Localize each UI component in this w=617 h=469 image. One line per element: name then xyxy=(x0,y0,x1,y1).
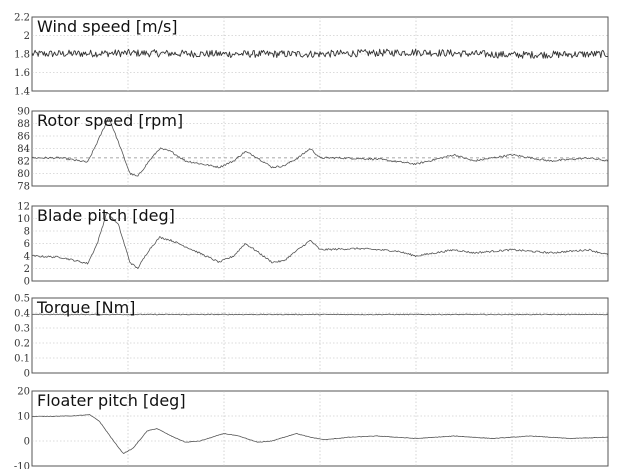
series-line xyxy=(32,48,608,59)
y-tick-label: 86 xyxy=(17,132,30,143)
y-tick-label: 78 xyxy=(17,182,30,193)
panel-1: 1.4 1.6 1.8 2 2.2 Wind speed [m/s] xyxy=(14,13,609,98)
y-tick-label: 0.3 xyxy=(14,324,30,335)
y-tick-label: 82 xyxy=(17,157,30,168)
series-line xyxy=(32,313,608,316)
y-tick-label: 84 xyxy=(17,144,30,155)
y-tick-label: 10 xyxy=(17,214,30,225)
y-tick-label: 1.8 xyxy=(14,50,30,61)
y-tick-label: 80 xyxy=(17,169,30,180)
panel-5: -10 0 10 20 Floater pitch [deg] xyxy=(14,387,609,469)
y-tick-label: 0.2 xyxy=(14,339,30,350)
y-tick-label: 1.6 xyxy=(14,68,30,79)
plot-area xyxy=(31,297,609,374)
panel-title: Blade pitch [deg] xyxy=(37,206,175,225)
series-line xyxy=(32,118,608,177)
y-tick-label: 0 xyxy=(24,277,30,288)
y-tick-label: 1.4 xyxy=(14,87,30,98)
y-tick-label: -10 xyxy=(14,462,30,469)
y-tick-label: 10 xyxy=(17,412,30,423)
panel-4: 0 0.1 0.2 0.3 0.4 0.5 Torque [Nm] xyxy=(14,294,609,380)
y-tick-label: 88 xyxy=(17,119,30,130)
y-tick-label: 4 xyxy=(24,252,30,263)
series-line xyxy=(32,414,608,454)
y-tick-label: 0 xyxy=(24,437,30,448)
plot-area xyxy=(31,390,609,467)
y-tick-label: 0 xyxy=(24,369,30,380)
y-tick-label: 2.2 xyxy=(14,13,30,24)
panel-title: Wind speed [m/s] xyxy=(37,17,178,36)
panel-title: Floater pitch [deg] xyxy=(37,391,186,410)
y-tick-label: 0.5 xyxy=(14,294,30,305)
y-tick-label: 2 xyxy=(24,264,30,275)
y-tick-label: 2 xyxy=(24,31,30,42)
panel-title: Rotor speed [rpm] xyxy=(37,111,183,130)
y-tick-label: 6 xyxy=(24,239,30,250)
y-tick-label: 90 xyxy=(17,107,30,118)
y-tick-label: 20 xyxy=(17,387,30,398)
series-line xyxy=(32,212,608,269)
panel-title: Torque [Nm] xyxy=(36,298,135,317)
y-tick-label: 0.1 xyxy=(14,354,30,365)
y-tick-label: 12 xyxy=(17,202,30,213)
y-tick-label: 0.4 xyxy=(14,309,30,320)
y-tick-label: 8 xyxy=(24,227,30,238)
